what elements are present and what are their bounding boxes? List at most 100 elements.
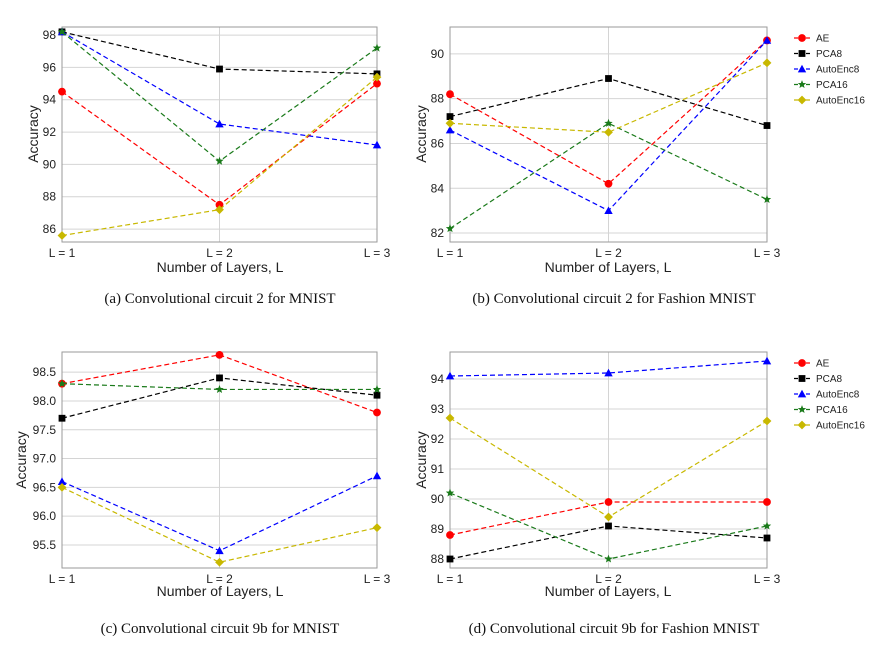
legend-marker <box>798 375 806 382</box>
data-point-autoenc16 <box>215 557 224 567</box>
x-tick-label: L = 1 <box>49 572 76 586</box>
y-tick-label: 92 <box>43 125 57 139</box>
series-ae <box>58 79 381 209</box>
plot-frame <box>61 26 378 243</box>
legend-marker <box>798 34 806 42</box>
series-ae <box>58 350 381 417</box>
data-point-pca16 <box>57 379 67 388</box>
series-pca16 <box>57 27 382 165</box>
legend: AE PCA8 AutoEnc8 PCA16 AutoEnc16 <box>794 359 865 432</box>
series-pca16 <box>445 118 772 233</box>
legend-label: AutoEnc8 <box>816 390 860 401</box>
legend-marker <box>798 50 806 57</box>
series-autoenc8 <box>57 471 382 555</box>
series-line-autoenc16 <box>449 62 768 133</box>
y-tick-label: 90 <box>431 47 445 61</box>
legend-label: AutoEnc8 <box>816 65 860 76</box>
data-point-pca8 <box>446 555 454 563</box>
x-tick-label: L = 2 <box>206 246 233 260</box>
data-point-autoenc8 <box>445 371 455 380</box>
chart-caption: (a) Convolutional circuit 2 for MNIST <box>104 291 335 307</box>
series-autoenc16 <box>445 413 772 522</box>
legend-label: PCA16 <box>816 405 848 416</box>
plot-frame <box>449 26 768 243</box>
data-point-pca8 <box>763 122 771 129</box>
legend-label: AE <box>816 34 830 45</box>
data-point-pca8 <box>373 391 381 399</box>
plot-frame <box>449 351 768 569</box>
legend-item-autoenc8: AutoEnc8 <box>794 65 860 76</box>
x-axis-label: Number of Layers, L <box>157 583 284 599</box>
legend-marker <box>797 389 807 398</box>
data-point-pca8 <box>216 65 223 73</box>
data-point-ae <box>373 408 381 417</box>
legend-item-pca16: PCA16 <box>794 405 848 416</box>
x-axis-label: Number of Layers, L <box>545 259 672 275</box>
y-tick-label: 96.0 <box>33 509 57 523</box>
data-point-ae <box>58 87 66 96</box>
data-point-autoenc8 <box>604 368 613 377</box>
data-point-autoenc8 <box>762 36 772 44</box>
y-tick-label: 95.5 <box>33 538 57 552</box>
legend-marker <box>797 80 807 89</box>
data-point-autoenc16 <box>215 205 224 215</box>
chart-panel-1: 86 88 90 92 94 96 98 L = 1 L = 2 L = 3 Number of L… <box>25 26 391 307</box>
data-point-autoenc8 <box>215 119 224 128</box>
x-tick-label: L = 3 <box>364 572 391 586</box>
chart-caption: (c) Convolutional circuit 9b for MNIST <box>101 621 340 637</box>
data-point-pca16 <box>57 27 67 36</box>
chart-caption: (b) Convolutional circuit 2 for Fashion … <box>472 291 755 307</box>
data-point-autoenc8 <box>762 356 772 365</box>
x-tick-label: L = 1 <box>49 246 76 260</box>
y-tick-label: 88 <box>431 92 445 106</box>
y-tick-label: 88 <box>431 552 445 566</box>
x-tick-label: L = 2 <box>595 246 622 260</box>
x-tick-label: L = 2 <box>595 572 622 586</box>
data-point-pca8 <box>446 113 454 120</box>
y-tick-label: 96.5 <box>33 480 57 494</box>
series-ae <box>446 498 771 539</box>
legend-marker <box>797 95 807 105</box>
data-point-pca16 <box>215 385 224 393</box>
data-point-autoenc16 <box>762 58 772 68</box>
data-point-pca8 <box>58 414 66 422</box>
legend-item-pca8: PCA8 <box>794 49 843 60</box>
data-point-pca16 <box>445 224 455 233</box>
data-point-autoenc8 <box>372 471 382 480</box>
legend-label: PCA8 <box>816 49 843 60</box>
series-line-autoenc16 <box>61 76 378 237</box>
data-point-autoenc16 <box>57 482 67 492</box>
series-line-pca16 <box>449 122 768 230</box>
x-tick-label: L = 2 <box>206 572 233 586</box>
legend-label: AutoEnc16 <box>816 96 865 107</box>
data-point-pca16 <box>372 385 382 393</box>
legend-label: AutoEnc16 <box>816 421 865 432</box>
data-point-autoenc16 <box>604 512 613 522</box>
data-point-ae <box>446 90 454 99</box>
legend-item-ae: AE <box>794 34 830 45</box>
legend-label: AE <box>816 359 830 370</box>
data-point-autoenc16 <box>445 118 455 128</box>
legend: AE PCA8 AutoEnc8 PCA16 AutoEnc16 <box>794 34 865 107</box>
legend-item-autoenc16: AutoEnc16 <box>794 421 865 432</box>
data-point-pca16 <box>215 156 224 165</box>
x-tick-label: L = 3 <box>754 572 781 586</box>
x-tick-label: L = 1 <box>437 246 464 260</box>
legend-label: PCA16 <box>816 80 848 91</box>
series-pca8 <box>446 75 771 129</box>
y-axis-label: Accuracy <box>413 105 429 163</box>
y-tick-label: 97.5 <box>33 423 57 437</box>
series-line-autoenc16 <box>61 486 378 563</box>
y-tick-label: 84 <box>431 181 445 195</box>
y-tick-label: 89 <box>431 522 445 536</box>
legend-item-ae: AE <box>794 359 830 370</box>
data-point-pca8 <box>605 75 612 82</box>
y-tick-label: 98 <box>43 28 57 42</box>
data-point-ae <box>604 498 613 506</box>
y-axis-label: Accuracy <box>413 431 429 489</box>
data-point-pca8 <box>763 534 771 542</box>
legend-item-pca16: PCA16 <box>794 80 848 91</box>
legend-marker <box>797 64 807 73</box>
data-point-autoenc16 <box>57 231 67 240</box>
